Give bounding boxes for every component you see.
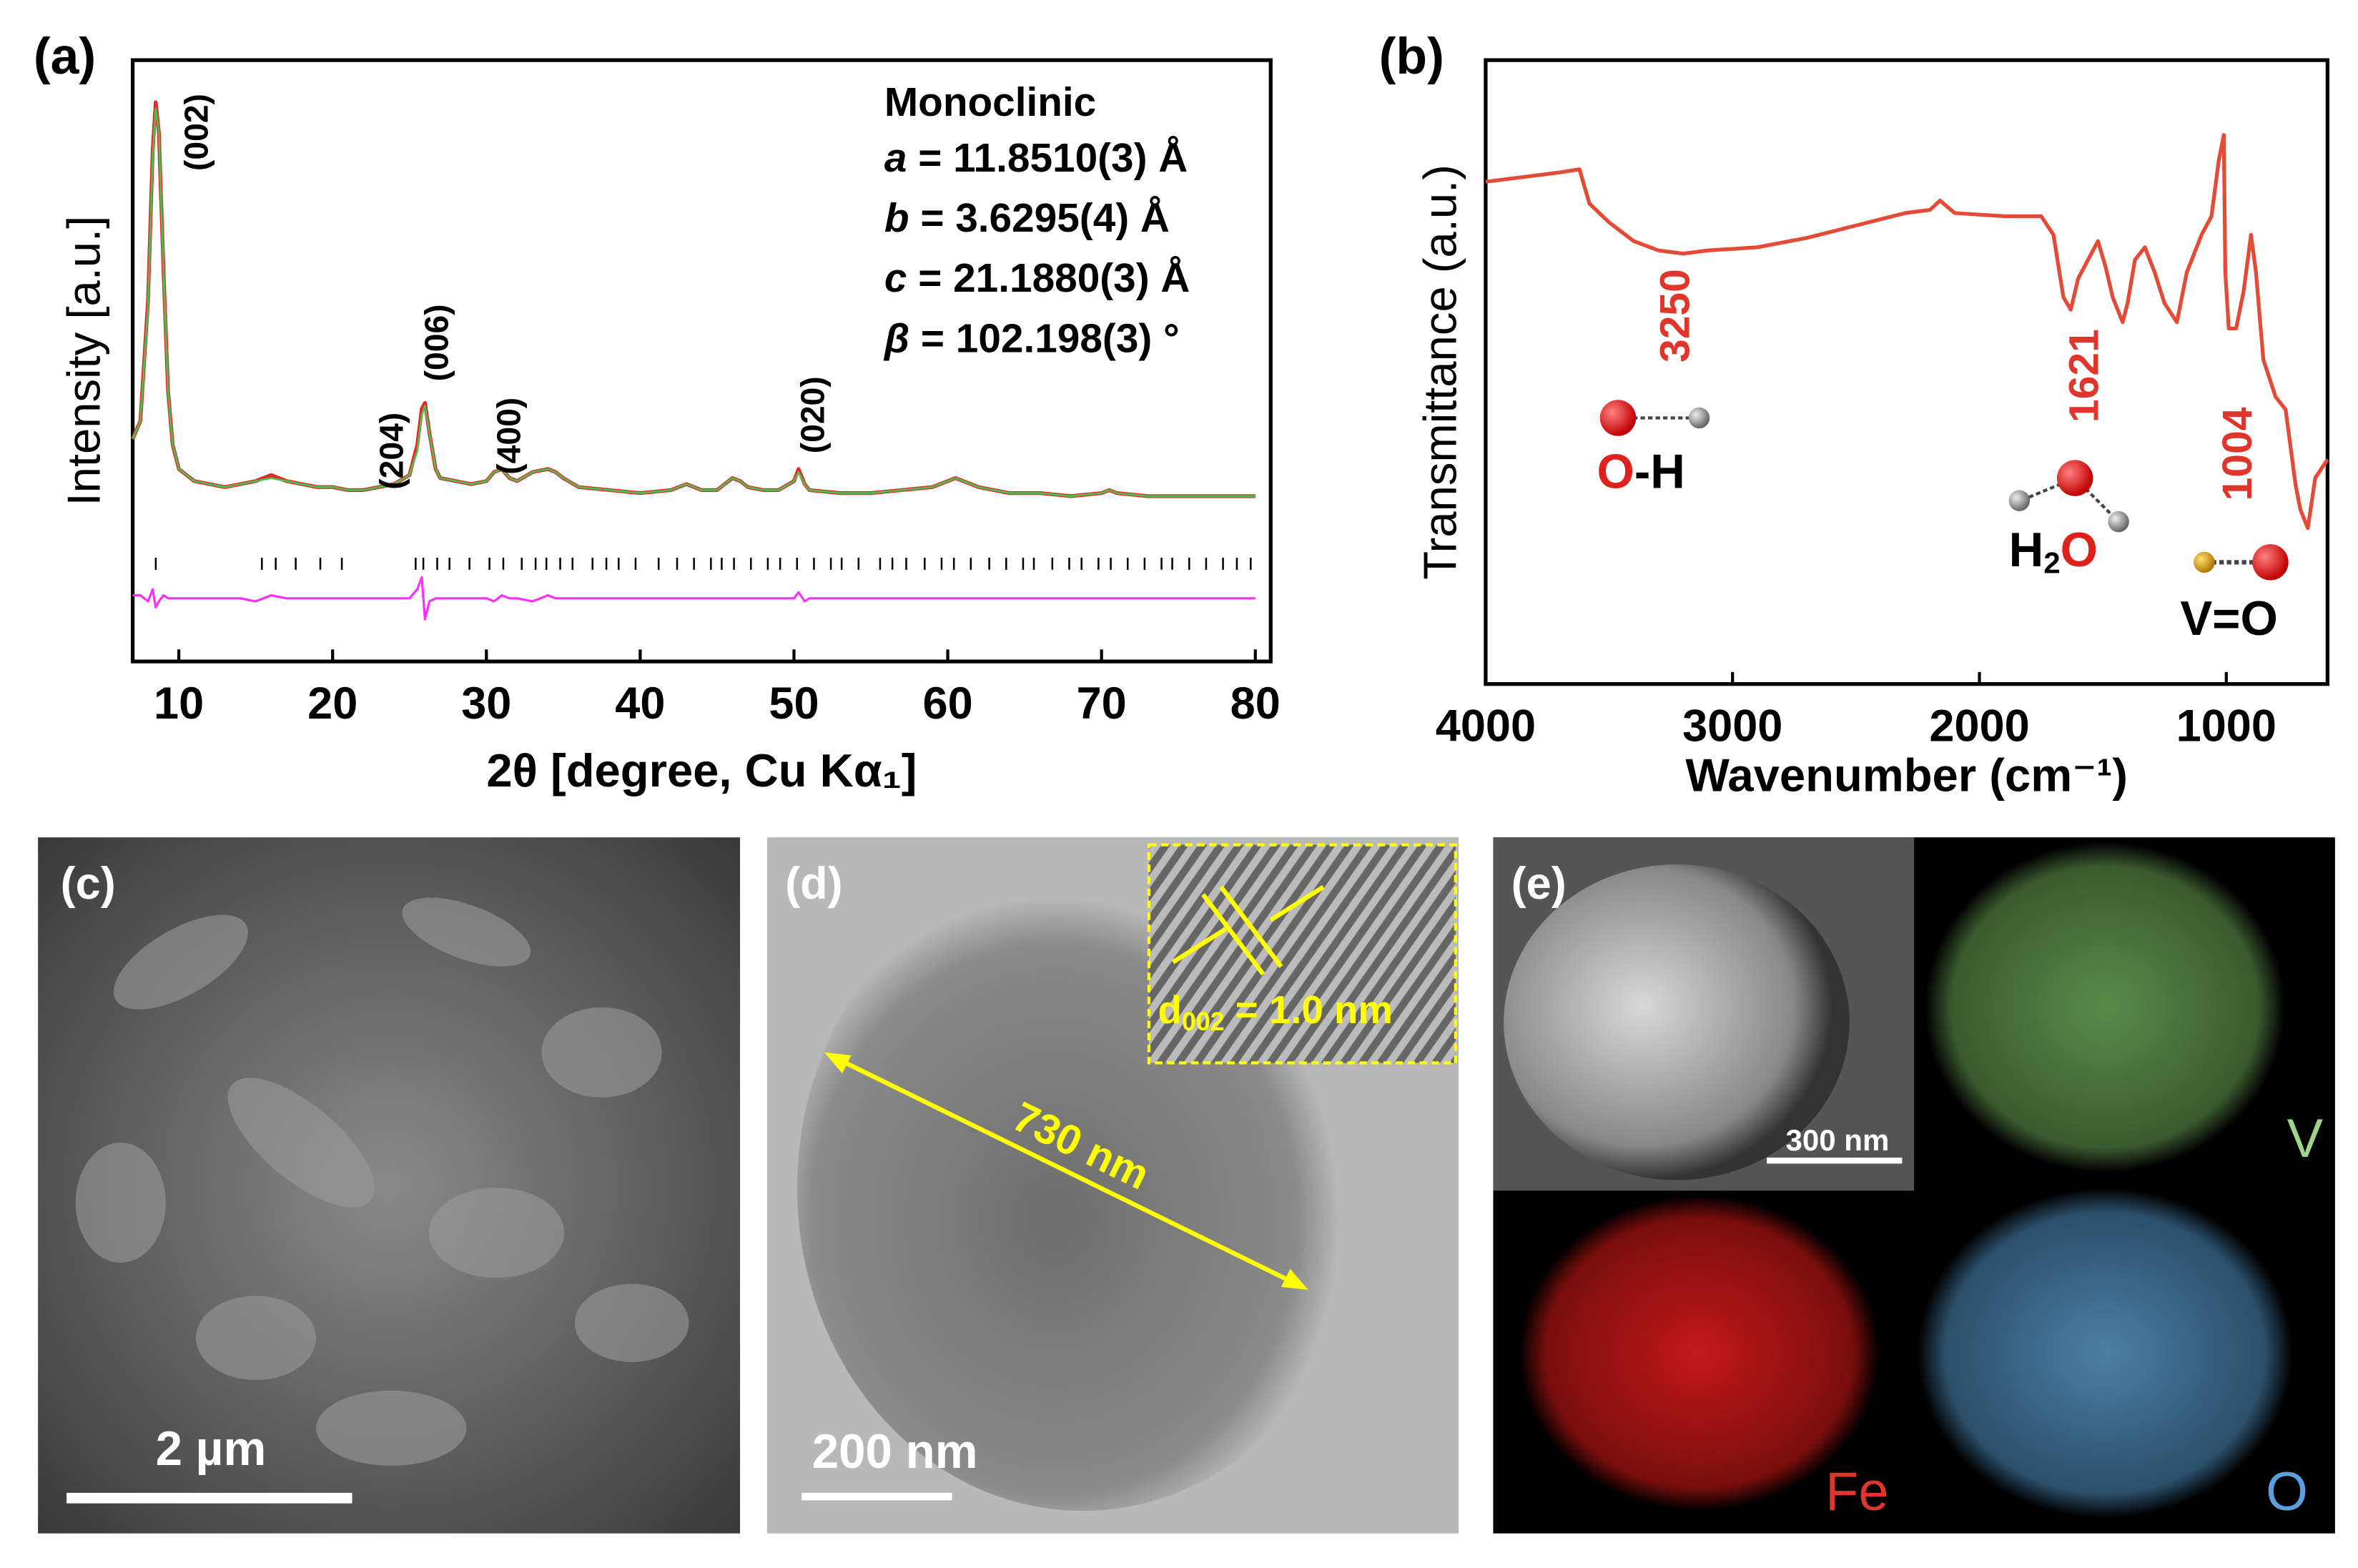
scale-bar-label: 200 nm [812,1425,978,1479]
band-label: 1004 [2214,407,2261,501]
lattice-title: Monoclinic [884,80,1096,125]
plot-frame [130,58,1273,664]
x-tick-label: 4000 [1436,701,1536,751]
inset-symbol: d [1158,989,1182,1032]
y-axis-label: Intensity [a.u.] [58,216,110,506]
lattice-param: c = 21.1880(3) Å [884,255,1190,301]
y-axis-label: Transmittance (a.u.) [1414,164,1466,580]
lattice-param: a = 11.8510(3) Å [884,135,1188,181]
lattice-param: β = 102.198(3) ° [883,316,1180,361]
molecule-icons [1599,400,2289,581]
band-label: 1621 [2061,329,2108,423]
lattice-param: b = 3.6295(4) Å [884,195,1170,241]
param-symbol: a [884,136,907,181]
data-line [132,107,1256,498]
x-tick-label: 80 [1230,679,1281,729]
tem-panel [766,837,1459,1534]
panel-label: (d) [785,859,843,909]
x-tick-label: 50 [769,679,819,729]
map-label: O [2266,1461,2308,1522]
scale-bar-label: 2 µm [156,1422,267,1476]
group-atom: O [1597,445,1634,498]
map-label: Fe [1825,1461,1888,1522]
inset-value: = 1.0 nm [1225,989,1393,1032]
param-value: = 21.1880(3) Å [907,255,1190,301]
group-atom: -H [1634,445,1685,498]
panel-label: (a) [34,28,96,85]
x-tick-label: 30 [461,679,511,729]
param-symbol: c [884,256,907,301]
panel-label: (e) [1511,859,1567,909]
group-label: H2O [2009,523,2098,580]
peak-label: (002) [177,94,214,171]
inset-subscript: 002 [1182,1007,1225,1036]
peak-label: (400) [490,398,528,475]
param-value: = 3.6295(4) Å [909,195,1170,241]
group-label: O-H [1597,445,1685,498]
group-atom: O [2061,523,2098,577]
group-atom: H [2009,523,2044,577]
inset-label: d002 = 1.0 nm [1158,989,1393,1037]
param-symbol: b [884,196,909,241]
group-label: V=O [2180,592,2277,646]
eds-panel [1493,837,2335,1534]
sem-panel [38,837,741,1534]
map-label: V [2287,1108,2324,1169]
scale-bar-label: 300 nm [1785,1123,1889,1157]
x-tick-label: 2000 [1929,701,2029,751]
plot-frame [1484,58,2330,686]
panel-label: (c) [61,859,116,909]
x-tick-label: 20 [307,679,357,729]
panel-label: (b) [1379,28,1444,85]
x-tick-label: 60 [922,679,972,729]
peak-label: (204) [373,413,410,490]
x-axis-label: Wavenumber (cm⁻¹) [1685,749,2128,801]
x-tick-label: 40 [615,679,665,729]
param-symbol: β [883,316,909,361]
peak-label: (020) [794,376,831,453]
param-value: = 102.198(3) ° [909,316,1180,361]
x-tick-label: 1000 [2176,701,2276,751]
param-value: = 11.8510(3) Å [907,135,1188,181]
x-tick-label: 10 [154,679,204,729]
peak-label: (006) [418,304,455,381]
x-axis-label: 2θ [degree, Cu Kα₁] [486,744,917,797]
band-label: 3250 [1652,269,1699,363]
data-line [132,576,1256,621]
x-tick-label: 3000 [1682,701,1782,751]
data-line [1485,133,2329,531]
group-subscript: 2 [2043,546,2060,580]
x-tick-label: 70 [1077,679,1127,729]
